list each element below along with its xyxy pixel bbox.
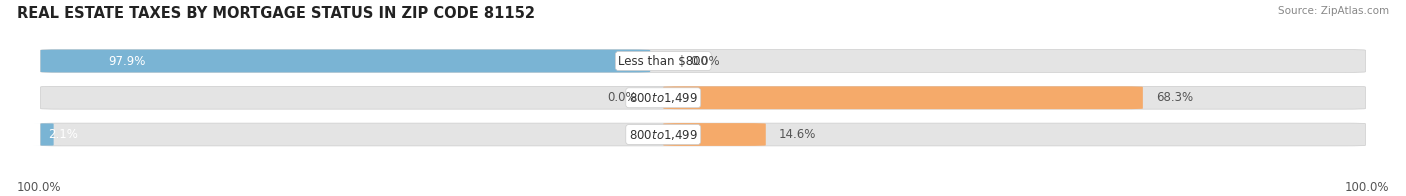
Text: $800 to $1,499: $800 to $1,499: [628, 91, 697, 105]
Text: REAL ESTATE TAXES BY MORTGAGE STATUS IN ZIP CODE 81152: REAL ESTATE TAXES BY MORTGAGE STATUS IN …: [17, 6, 534, 21]
Text: 0.0%: 0.0%: [607, 91, 637, 104]
Text: 100.0%: 100.0%: [17, 181, 62, 194]
FancyBboxPatch shape: [41, 50, 1365, 72]
Text: 100.0%: 100.0%: [1344, 181, 1389, 194]
Text: 97.9%: 97.9%: [108, 54, 145, 67]
FancyBboxPatch shape: [34, 123, 60, 146]
Text: Source: ZipAtlas.com: Source: ZipAtlas.com: [1278, 6, 1389, 16]
FancyBboxPatch shape: [664, 123, 766, 146]
Text: 0.0%: 0.0%: [690, 54, 720, 67]
FancyBboxPatch shape: [41, 86, 1365, 109]
FancyBboxPatch shape: [41, 123, 1365, 146]
Text: $800 to $1,499: $800 to $1,499: [628, 128, 697, 142]
FancyBboxPatch shape: [41, 50, 650, 72]
Text: 14.6%: 14.6%: [779, 128, 817, 141]
Text: 68.3%: 68.3%: [1156, 91, 1194, 104]
FancyBboxPatch shape: [664, 86, 1143, 109]
Text: Less than $800: Less than $800: [619, 54, 709, 67]
Text: 2.1%: 2.1%: [48, 128, 79, 141]
